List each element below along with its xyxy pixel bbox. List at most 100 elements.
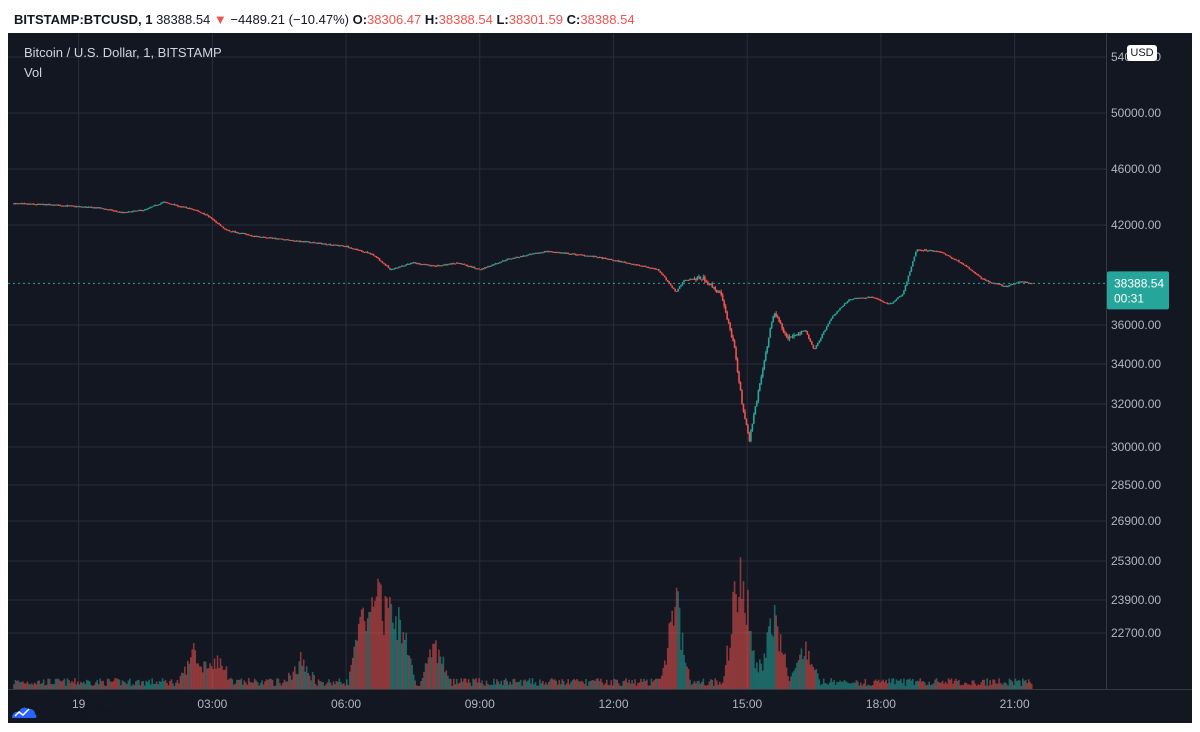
candle-body xyxy=(879,299,881,301)
volume-bar xyxy=(653,679,656,689)
volume-bar xyxy=(871,685,874,689)
candle-body xyxy=(136,210,139,212)
volume-bar xyxy=(160,681,162,689)
volume-bar xyxy=(570,681,572,689)
candle-body xyxy=(310,242,312,244)
volume-bar xyxy=(831,681,834,689)
volume-bar xyxy=(588,681,590,689)
volume-bar xyxy=(414,680,416,689)
candle-body xyxy=(760,376,763,384)
last-price-tag-value: 38388.54 xyxy=(1114,276,1164,290)
candle-body xyxy=(408,263,410,265)
volume-bar xyxy=(132,684,134,689)
candle-body xyxy=(916,249,919,252)
volume-bar xyxy=(778,651,780,689)
volume-bar xyxy=(604,683,607,689)
candle-body xyxy=(445,264,448,266)
volume-bar xyxy=(998,678,1000,689)
candle-body xyxy=(818,341,821,343)
candle-body xyxy=(718,291,721,293)
volume-bar xyxy=(620,685,623,689)
symbol-header: BITSTAMP:BTCUSD, 1 38388.54 ▼ −4489.21 (… xyxy=(14,10,635,30)
candle-body xyxy=(518,257,520,259)
candle-body xyxy=(531,253,534,255)
candle-body xyxy=(406,263,409,265)
candle-body xyxy=(947,255,950,257)
countdown-timer: 00:31 xyxy=(1114,291,1144,305)
currency-badge[interactable]: USD xyxy=(1127,45,1157,61)
volume-bar xyxy=(441,663,443,689)
candle-body xyxy=(484,267,486,269)
volume-bar xyxy=(874,679,877,689)
volume-bar xyxy=(317,679,320,689)
candle-body xyxy=(868,296,871,298)
volume-bar xyxy=(757,672,760,689)
volume-bar xyxy=(518,681,520,689)
candle-body xyxy=(852,298,855,300)
volume-bar xyxy=(608,685,611,689)
volume-bar xyxy=(591,680,593,689)
candle-body xyxy=(542,252,544,254)
volume-bar xyxy=(555,680,558,689)
candle-body xyxy=(646,266,648,268)
candle-body xyxy=(412,262,415,264)
candle-body xyxy=(84,206,87,208)
volume-bar xyxy=(600,678,602,689)
volume-bar xyxy=(32,684,35,689)
vol-label: Vol xyxy=(24,65,42,80)
candle-body xyxy=(918,249,920,251)
candle-body xyxy=(652,267,654,269)
candle-body xyxy=(482,268,485,270)
candle-body xyxy=(775,313,777,317)
volume-bar xyxy=(920,681,923,689)
volume-bar xyxy=(641,681,644,689)
volume-bar xyxy=(845,681,847,689)
candle-body xyxy=(283,239,286,241)
candle-body xyxy=(286,239,289,241)
candle-body xyxy=(970,269,972,271)
candle-body xyxy=(108,209,110,211)
candle-body xyxy=(858,297,861,299)
candle-body xyxy=(28,203,30,205)
candle-body xyxy=(146,208,149,210)
volume-bar xyxy=(108,679,110,689)
close-label: C: xyxy=(566,12,581,27)
volume-bar xyxy=(109,681,112,689)
candle-body xyxy=(316,242,318,244)
candle-body xyxy=(337,245,339,247)
volume-bar xyxy=(861,685,864,689)
volume-bar xyxy=(496,679,498,689)
volume-bar xyxy=(475,678,477,689)
volume-bar xyxy=(142,680,145,689)
volume-bar xyxy=(907,679,910,689)
volume-bar xyxy=(580,680,583,689)
volume-bar xyxy=(427,657,430,689)
volume-bar xyxy=(975,685,978,689)
candle-body xyxy=(816,342,819,346)
candle-body xyxy=(555,252,558,254)
candle-body xyxy=(773,313,776,317)
candle-body xyxy=(42,204,45,206)
volume-bar xyxy=(448,678,451,689)
candle-body xyxy=(926,250,929,252)
chart-canvas[interactable]: 54000.0050000.0046000.0042000.0036000.00… xyxy=(8,33,1192,723)
chart-frame[interactable]: 54000.0050000.0046000.0042000.0036000.00… xyxy=(8,33,1192,723)
volume-bar xyxy=(240,678,243,689)
volume-bar xyxy=(405,632,408,689)
volume-bar xyxy=(331,685,333,689)
candle-body xyxy=(313,242,315,244)
candle-body xyxy=(71,205,73,207)
volume-bar xyxy=(1005,683,1008,689)
volume-bar xyxy=(528,678,531,689)
volume-bar xyxy=(476,682,479,689)
volume-bar xyxy=(442,656,445,689)
candle-body xyxy=(270,237,272,239)
volume-bar xyxy=(814,670,816,689)
candle-body xyxy=(206,214,208,216)
candle-body xyxy=(677,289,679,292)
candle-body xyxy=(118,211,121,213)
volume-bar xyxy=(1007,685,1009,689)
candle-body xyxy=(822,331,825,335)
candle-body xyxy=(779,321,782,324)
volume-bar xyxy=(265,679,268,689)
